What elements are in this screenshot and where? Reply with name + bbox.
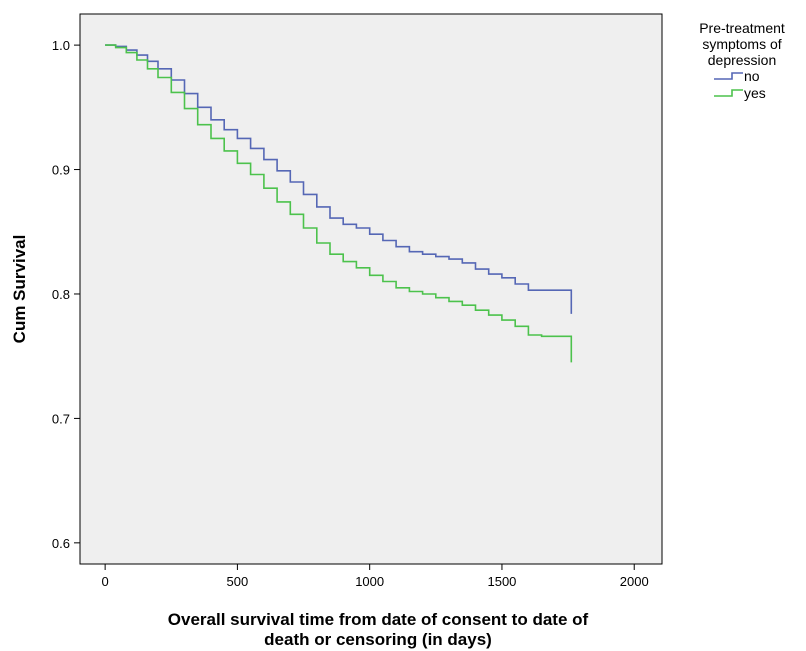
legend-label-yes: yes	[744, 85, 766, 101]
legend-title-line: Pre-treatment	[699, 20, 785, 36]
legend-title-line: depression	[707, 52, 777, 68]
x-axis-title-line-1: Overall survival time from date of conse…	[168, 610, 589, 629]
axis-ticks: 0 500 1000 1500 2000 0.6 0.7 0.8 0.9 1.0	[52, 38, 649, 589]
x-axis-title-line-2: death or censoring (in days)	[264, 630, 492, 649]
y-tick-label: 0.7	[52, 411, 70, 426]
x-tick-label: 500	[227, 574, 249, 589]
legend-item-yes: yes	[714, 85, 806, 102]
y-tick-label: 0.9	[52, 163, 70, 178]
legend-item-no: no	[714, 68, 806, 85]
y-tick-label: 1.0	[52, 38, 70, 53]
legend-title-line: symptoms of	[702, 36, 782, 52]
legend-swatch-yes	[714, 89, 743, 97]
legend-label-no: no	[744, 68, 760, 84]
y-tick-label: 0.8	[52, 287, 70, 302]
plot-area-background	[79, 13, 663, 565]
x-tick-label: 1500	[487, 574, 516, 589]
series-layer	[105, 44, 573, 363]
legend-title: Pre-treatment symptoms of depression	[678, 20, 806, 68]
series-line-no	[105, 44, 573, 314]
series-line-yes	[105, 44, 573, 363]
y-axis-title: Cum Survival	[10, 235, 29, 344]
legend: Pre-treatment symptoms of depression no …	[672, 20, 806, 102]
legend-swatch-no	[714, 72, 743, 80]
x-tick-label: 2000	[620, 574, 649, 589]
y-tick-label: 0.6	[52, 536, 70, 551]
x-tick-label: 1000	[355, 574, 384, 589]
x-tick-label: 0	[102, 574, 109, 589]
